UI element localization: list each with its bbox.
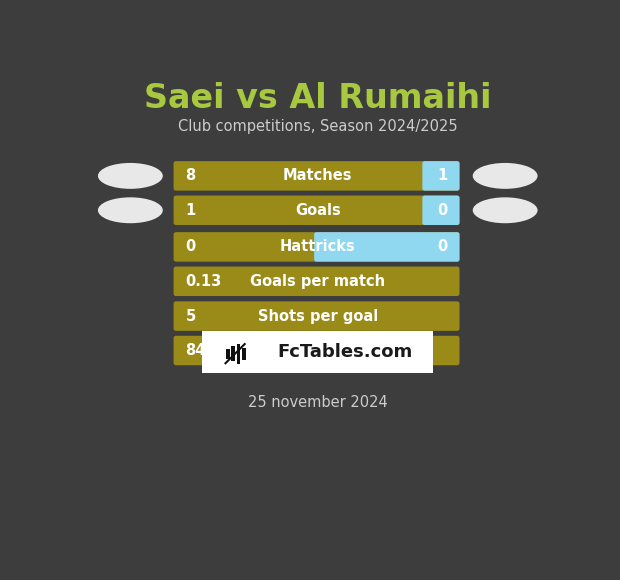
- Ellipse shape: [98, 197, 163, 223]
- FancyBboxPatch shape: [422, 195, 459, 225]
- Text: 0: 0: [185, 240, 196, 255]
- Text: 25 november 2024: 25 november 2024: [248, 395, 388, 410]
- FancyBboxPatch shape: [422, 161, 459, 191]
- FancyBboxPatch shape: [317, 234, 326, 259]
- FancyBboxPatch shape: [314, 232, 459, 262]
- Text: 0: 0: [437, 240, 448, 255]
- Text: 8: 8: [185, 168, 196, 183]
- FancyBboxPatch shape: [202, 331, 433, 374]
- Text: 0.13: 0.13: [185, 274, 222, 289]
- Text: Club competitions, Season 2024/2025: Club competitions, Season 2024/2025: [178, 119, 458, 134]
- Ellipse shape: [98, 163, 163, 189]
- Text: 5: 5: [185, 309, 196, 324]
- FancyBboxPatch shape: [425, 164, 435, 188]
- Text: 1: 1: [437, 168, 448, 183]
- Ellipse shape: [472, 197, 538, 223]
- FancyBboxPatch shape: [174, 232, 459, 262]
- FancyBboxPatch shape: [174, 267, 459, 296]
- Text: Hattricks: Hattricks: [280, 240, 356, 255]
- Ellipse shape: [472, 163, 538, 189]
- Text: 845: 845: [185, 343, 216, 358]
- FancyBboxPatch shape: [242, 347, 246, 360]
- Text: Goals: Goals: [295, 203, 340, 218]
- FancyBboxPatch shape: [226, 349, 230, 359]
- FancyBboxPatch shape: [174, 161, 459, 191]
- FancyBboxPatch shape: [415, 198, 425, 223]
- Text: Min per goal: Min per goal: [266, 343, 370, 358]
- Text: Saei vs Al Rumaihi: Saei vs Al Rumaihi: [144, 82, 492, 115]
- FancyBboxPatch shape: [231, 346, 235, 361]
- Text: Matches: Matches: [283, 168, 353, 183]
- FancyBboxPatch shape: [237, 344, 241, 364]
- Text: 0: 0: [437, 203, 448, 218]
- FancyBboxPatch shape: [174, 302, 459, 331]
- FancyBboxPatch shape: [174, 195, 459, 225]
- Text: 1: 1: [185, 203, 196, 218]
- Text: FcTables.com: FcTables.com: [277, 343, 412, 361]
- Text: Goals per match: Goals per match: [250, 274, 385, 289]
- FancyBboxPatch shape: [425, 198, 435, 223]
- Text: Shots per goal: Shots per goal: [258, 309, 378, 324]
- FancyBboxPatch shape: [174, 336, 459, 365]
- FancyBboxPatch shape: [415, 164, 425, 188]
- FancyBboxPatch shape: [307, 234, 317, 259]
